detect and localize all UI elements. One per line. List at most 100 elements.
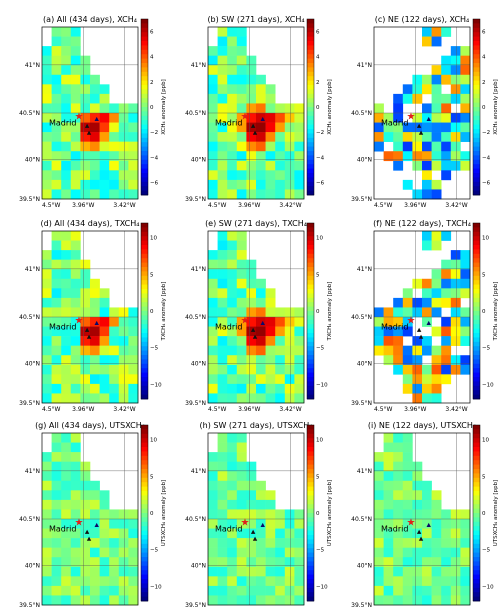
grid-cell	[294, 132, 305, 142]
lat-tick-label: 41°N	[25, 266, 40, 273]
grid-cell	[61, 452, 72, 462]
grid-cell	[422, 288, 432, 299]
grid-cell	[275, 326, 286, 337]
grid-cell	[441, 103, 452, 114]
grid-cell	[393, 317, 404, 327]
grid-cell	[431, 557, 442, 568]
grid-cell	[431, 189, 442, 200]
grid-cell	[42, 74, 52, 85]
triangle-marker-icon	[86, 536, 92, 541]
grid-cell	[383, 355, 394, 366]
grid-cell	[275, 538, 286, 548]
lat-tick-label: 39.5°N	[185, 400, 206, 407]
grid-cell	[227, 364, 238, 375]
colorbar-segment	[307, 168, 314, 174]
grid-cell	[42, 345, 52, 356]
grid-cell	[412, 383, 423, 394]
colorbar-tick-label: −4	[150, 155, 159, 161]
grid-cell	[61, 170, 72, 181]
grid-cell	[42, 141, 52, 152]
grid-cell	[431, 288, 442, 299]
grid-cell	[383, 509, 394, 520]
colorbar-segment	[473, 284, 480, 290]
colorbar-segment	[141, 275, 148, 281]
grid-cell	[393, 336, 404, 346]
colorbar-segment	[141, 284, 148, 290]
grid-cell	[80, 179, 91, 190]
colorbar-segment	[473, 495, 480, 501]
grid-cell	[284, 364, 295, 375]
grid-cell	[402, 132, 413, 142]
grid-cell	[374, 519, 384, 529]
grid-cell	[422, 122, 432, 133]
grid-cell	[450, 288, 461, 299]
grid-cell	[393, 595, 404, 606]
grid-cell	[61, 250, 72, 260]
grid-cell	[208, 113, 218, 123]
grid-cell	[284, 585, 295, 596]
colorbar-segment	[141, 579, 148, 584]
colorbar-segment	[307, 377, 314, 382]
grid-cell	[412, 307, 423, 318]
grid-cell	[51, 499, 62, 510]
colorbar-segment	[141, 464, 148, 470]
grid-cell	[460, 46, 471, 56]
grid-cell	[412, 547, 423, 558]
colorbar-segment	[141, 477, 148, 483]
colorbar-segment	[307, 49, 314, 55]
grid-cell	[393, 442, 404, 453]
grid-cell	[51, 65, 62, 76]
grid-cell	[275, 355, 286, 366]
colorbar-segment	[307, 102, 314, 108]
colorbar-tick-label: 10	[316, 236, 323, 242]
colorbar-segment	[141, 451, 148, 457]
grid-cell	[450, 297, 461, 308]
grid-cell	[422, 151, 432, 162]
colorbar-segment	[473, 258, 480, 263]
grid-cell	[61, 307, 72, 318]
lat-tick-label: 41°N	[191, 62, 206, 69]
grid-cell	[275, 547, 286, 558]
colorbar-segment	[473, 324, 480, 329]
colorbar-segment	[141, 377, 148, 382]
colorbar-segment	[307, 223, 314, 228]
grid-cell	[128, 576, 139, 587]
grid-cell	[208, 393, 218, 404]
grid-cell	[236, 132, 247, 142]
colorbar-tick-label: 10	[150, 236, 157, 242]
grid-cell	[294, 179, 305, 190]
colorbar-segment	[473, 368, 480, 373]
grid-cell	[450, 557, 461, 568]
grid-cell	[109, 374, 120, 385]
colorbar-segment	[307, 85, 314, 90]
colorbar-segment	[307, 535, 314, 540]
colorbar-segment	[473, 341, 480, 347]
triangle-marker-icon	[260, 522, 265, 528]
grid-cell	[402, 461, 413, 472]
panel-title: (c) NE (122 days), XCH₄	[375, 15, 470, 24]
grid-cell	[460, 113, 471, 123]
colorbar-segment	[307, 390, 314, 395]
colorbar-segment	[307, 592, 314, 597]
grid-cell	[450, 259, 461, 270]
grid-cell	[294, 122, 305, 133]
grid-cell	[284, 345, 295, 356]
grid-cell	[265, 538, 276, 548]
grid-cell	[42, 566, 52, 577]
grid-cell	[80, 317, 91, 327]
grid-cell	[42, 471, 52, 482]
grid-cell	[80, 519, 91, 529]
colorbar-segment	[141, 45, 148, 51]
grid-cell	[227, 307, 238, 318]
grid-cell	[227, 433, 238, 443]
grid-cell	[450, 566, 461, 577]
grid-cell	[450, 46, 461, 56]
colorbar-segment	[307, 262, 314, 268]
colorbar-segment	[141, 280, 148, 285]
grid-cell	[42, 259, 52, 270]
grid-cell	[236, 189, 247, 200]
grid-cell	[227, 461, 238, 472]
grid-cell	[118, 170, 129, 181]
grid-cell	[236, 519, 247, 529]
grid-cell	[109, 595, 120, 606]
